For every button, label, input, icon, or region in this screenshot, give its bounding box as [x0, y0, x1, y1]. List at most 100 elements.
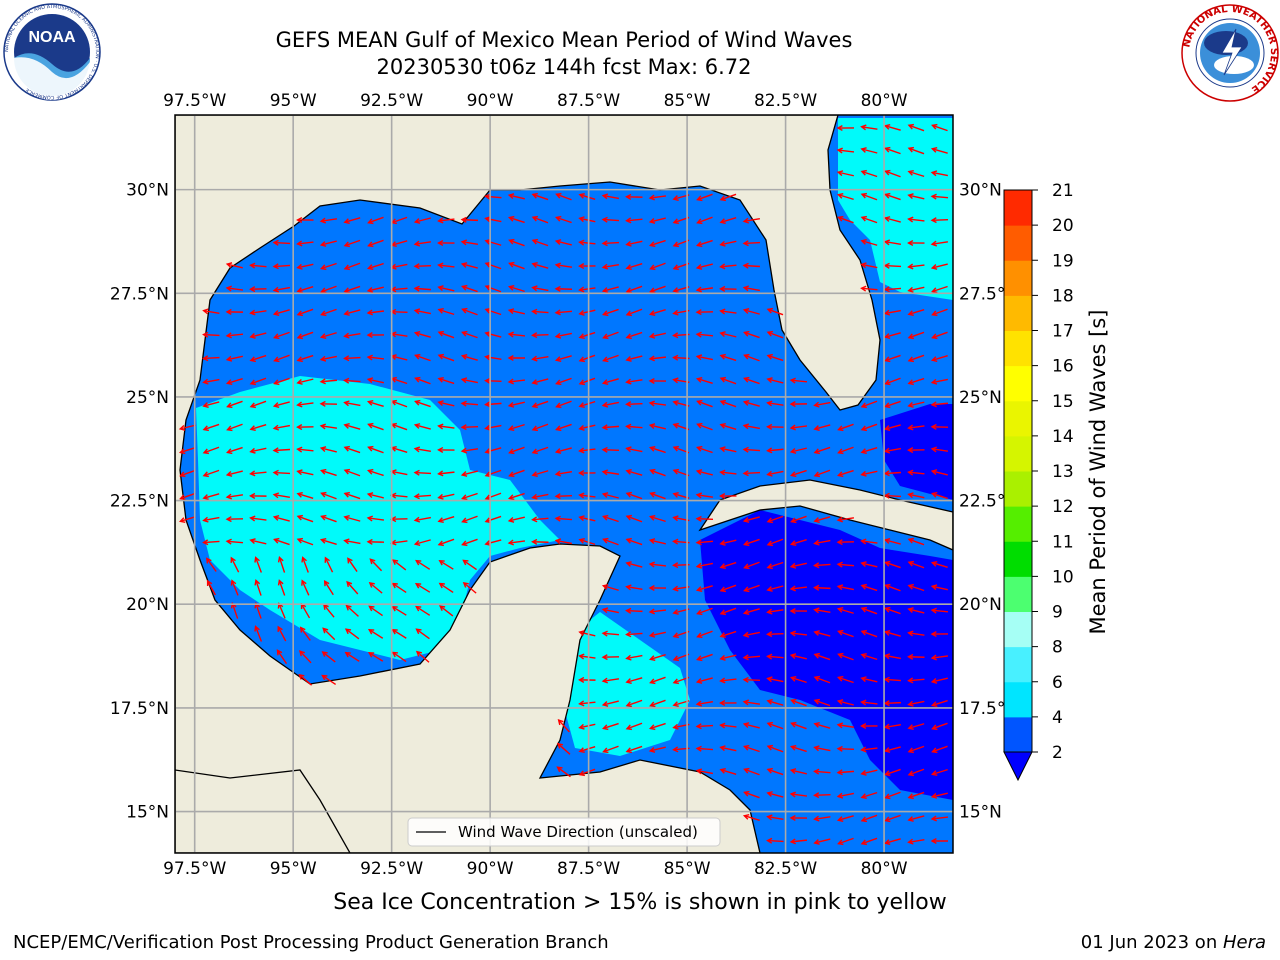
direction-arrow — [695, 723, 714, 730]
direction-arrow — [202, 516, 220, 523]
direction-arrow — [766, 631, 784, 638]
direction-arrow — [343, 400, 361, 407]
direction-arrow — [507, 492, 525, 501]
direction-arrow — [743, 790, 760, 799]
direction-arrow — [554, 447, 572, 454]
direction-arrow — [301, 579, 310, 596]
direction-arrow — [179, 492, 196, 501]
direction-arrow — [884, 192, 901, 201]
direction-arrow — [437, 446, 455, 453]
direction-arrow — [438, 560, 454, 570]
colorbar-tick-label: 8 — [1052, 638, 1063, 658]
direction-arrow — [625, 308, 643, 317]
direction-arrow — [696, 216, 713, 225]
direction-arrow — [225, 470, 243, 477]
direction-arrow — [883, 838, 901, 845]
direction-arrow — [319, 332, 337, 340]
direction-arrow — [601, 584, 619, 591]
direction-arrow — [578, 309, 596, 316]
direction-arrow — [719, 630, 737, 639]
low-period-region-caribbean — [700, 510, 953, 800]
direction-arrow — [507, 284, 525, 293]
direction-arrow — [836, 815, 854, 822]
direction-arrow — [860, 561, 878, 568]
direction-arrow — [225, 378, 243, 386]
direction-arrow — [320, 468, 337, 477]
direction-arrow — [766, 608, 784, 615]
direction-arrow — [883, 239, 902, 246]
direction-arrow — [460, 470, 478, 477]
direction-arrow — [860, 699, 878, 706]
direction-arrow — [460, 447, 479, 454]
direction-arrow — [930, 631, 949, 638]
direction-arrow — [930, 607, 949, 614]
direction-arrow — [249, 377, 267, 386]
direction-arrow — [178, 515, 196, 524]
direction-arrow — [296, 378, 314, 385]
direction-arrow — [202, 331, 220, 338]
direction-arrow — [695, 768, 713, 775]
direction-arrow — [813, 469, 831, 478]
direction-arrow — [625, 378, 643, 385]
direction-arrow — [625, 263, 643, 271]
direction-arrow — [321, 674, 337, 686]
direction-arrow — [554, 332, 572, 339]
direction-arrow — [461, 515, 478, 524]
direction-arrow — [813, 838, 831, 845]
direction-arrow — [719, 422, 737, 431]
direction-arrow — [719, 677, 737, 684]
direction-arrow — [649, 676, 666, 685]
direction-arrow — [884, 583, 901, 592]
direction-arrow — [837, 469, 854, 478]
direction-arrow — [343, 332, 361, 339]
direction-arrow — [813, 792, 831, 799]
direction-arrow — [766, 377, 784, 384]
direction-arrow — [625, 745, 643, 754]
y-tick-labels-left: 30°N 27.5°N 25°N 22.5°N 20°N 17.5°N 15°N — [110, 181, 169, 823]
direction-arrow — [813, 516, 831, 523]
direction-arrow — [531, 516, 549, 523]
direction-arrow — [601, 240, 620, 247]
direction-arrow — [225, 262, 243, 269]
direction-arrow — [883, 424, 901, 431]
direction-arrow — [930, 560, 948, 568]
direction-arrow — [249, 470, 267, 477]
direction-arrow — [415, 628, 430, 640]
direction-arrow — [860, 629, 878, 638]
direction-arrow — [625, 469, 643, 476]
direction-arrow — [555, 192, 572, 201]
direction-arrow — [437, 307, 455, 316]
direction-arrow — [413, 285, 432, 292]
direction-arrow — [883, 653, 901, 660]
direction-arrow — [719, 376, 737, 385]
direction-arrow — [695, 677, 713, 684]
colorbar-segment — [1004, 646, 1032, 683]
direction-arrow — [179, 469, 196, 478]
direction-arrow — [554, 239, 572, 246]
direction-arrow — [930, 768, 948, 777]
direction-arrow — [742, 240, 761, 247]
direction-arrow — [320, 491, 337, 500]
direction-arrow — [578, 746, 596, 754]
direction-arrow — [860, 791, 878, 800]
direction-arrow — [860, 447, 878, 455]
direction-arrow — [322, 627, 336, 641]
direction-arrow — [883, 332, 901, 339]
direction-arrow — [296, 446, 314, 453]
direction-arrow — [884, 814, 901, 823]
direction-arrow — [366, 332, 385, 339]
direction-arrow — [930, 355, 948, 363]
direction-arrow — [578, 768, 596, 777]
direction-arrow — [601, 469, 620, 476]
direction-arrow — [554, 309, 573, 316]
direction-arrow — [484, 377, 502, 384]
direction-arrow — [836, 769, 855, 776]
direction-arrow — [860, 238, 878, 246]
direction-arrow — [648, 561, 667, 568]
direction-arrow — [813, 722, 831, 729]
colorbar: 21 20 19 18 17 16 15 14 13 12 11 10 9 8 6 4 2 — [1003, 181, 1074, 782]
direction-arrow — [367, 628, 384, 639]
direction-arrow — [907, 745, 925, 754]
direction-arrow — [578, 400, 596, 409]
direction-arrow — [766, 721, 784, 730]
